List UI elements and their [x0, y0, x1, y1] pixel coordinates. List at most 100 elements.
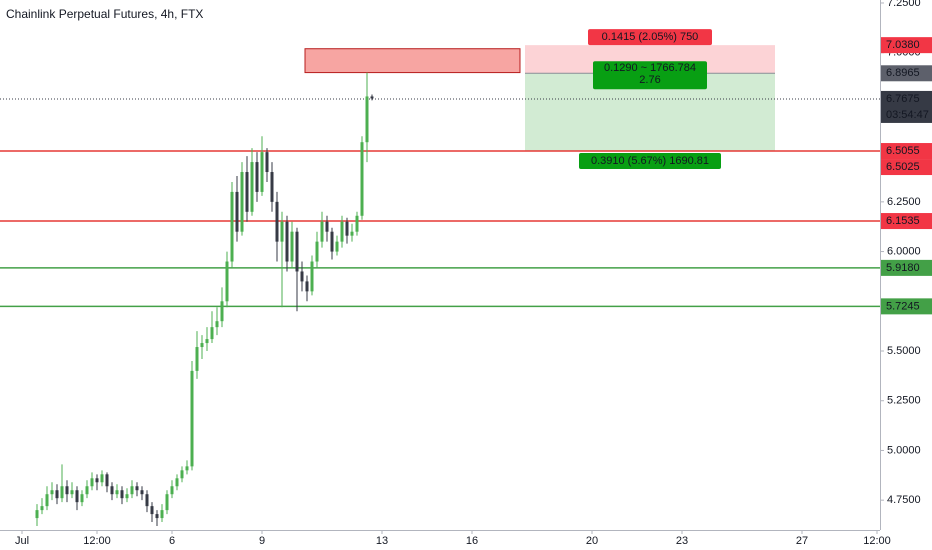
x-tick-label: 6: [169, 535, 175, 547]
candle-body: [155, 514, 159, 519]
candle-body: [80, 494, 84, 503]
candle-body: [280, 221, 284, 242]
candle-body: [260, 152, 264, 192]
price-label: 6.8965: [886, 67, 920, 79]
candle-body: [235, 191, 239, 232]
candle-body: [255, 162, 259, 192]
candle-body: [325, 221, 329, 232]
x-tick-label: 9: [259, 535, 265, 547]
candle-body: [180, 470, 184, 479]
candle-body: [45, 494, 49, 507]
price-label: 6.5025: [886, 161, 920, 173]
candle-body: [195, 347, 199, 371]
candle-body: [360, 142, 364, 216]
candle-body: [310, 261, 314, 292]
price-label-box: [881, 65, 932, 82]
candle-body: [305, 281, 309, 292]
candle-body: [135, 486, 139, 491]
candle-body: [295, 231, 299, 272]
candle-body: [200, 343, 204, 348]
price-label: 5.7245: [886, 300, 920, 312]
y-tick-label: 7.2500: [887, 0, 921, 9]
candle-body: [315, 241, 319, 262]
price-label: 6.5055: [886, 145, 920, 157]
y-tick-label: 6.2500: [887, 196, 921, 208]
candle-body: [225, 261, 229, 302]
candle-body: [320, 221, 324, 242]
rectangle-drawing: [304, 48, 521, 74]
candle-body: [110, 486, 114, 495]
x-tick-label: 20: [586, 535, 598, 547]
x-tick-label: 27: [796, 535, 808, 547]
price-label-box: [881, 37, 932, 54]
candle-body: [140, 490, 144, 495]
candle-body: [285, 221, 289, 262]
x-tick-label: 13: [376, 535, 388, 547]
candle-body: [290, 231, 294, 262]
candle-body: [240, 172, 244, 232]
price-label-box: [881, 90, 932, 123]
chart-title: Chainlink Perpetual Futures, 4h, FTX: [6, 7, 203, 21]
candle-body: [270, 172, 274, 202]
x-tick-label: 12:00: [863, 535, 891, 547]
target-label-box: [579, 153, 721, 170]
candle-body: [370, 96, 374, 99]
candle-body: [160, 510, 164, 519]
y-tick-label: 4.7500: [887, 494, 921, 506]
candle-body: [65, 486, 69, 495]
y-tick-label: 5.0000: [887, 444, 921, 456]
candle-body: [75, 490, 79, 503]
price-label-box: [881, 159, 932, 176]
countdown-label: 03:54:47: [886, 109, 929, 121]
candle-body: [40, 506, 44, 511]
candle-body: [230, 191, 234, 262]
candle-body: [175, 478, 179, 487]
y-tick-label: 5.2500: [887, 395, 921, 407]
price-label: 6.7675: [886, 93, 920, 105]
target-label: 0.3910 (5.67%) 1690.81: [591, 155, 709, 167]
candle-body: [60, 486, 64, 499]
candle-body: [130, 486, 134, 495]
price-label: 5.9180: [886, 262, 920, 274]
candle-body: [70, 490, 74, 495]
candle-body: [125, 494, 129, 499]
candle-body: [185, 466, 189, 471]
price-label-box: [881, 298, 932, 315]
y-tick-label: 6.0000: [887, 245, 921, 257]
candle-body: [120, 490, 124, 499]
candle-body: [145, 494, 149, 507]
y-tick-label: 5.5000: [887, 345, 921, 357]
candle-body: [95, 478, 99, 483]
candle-body: [100, 474, 104, 483]
candle-body: [115, 490, 119, 495]
x-tick-label: 23: [676, 535, 688, 547]
candle-body: [105, 474, 109, 487]
candle-body: [265, 152, 269, 173]
price-label-box: [881, 143, 932, 160]
candle-body: [35, 510, 39, 519]
price-label: 7.0380: [886, 39, 920, 51]
candle-body: [90, 478, 94, 487]
candle-body: [345, 221, 349, 236]
candle-body: [340, 221, 344, 242]
price-label: 6.1535: [886, 215, 920, 227]
candle-body: [215, 321, 219, 328]
stop-label-box: [588, 29, 712, 46]
candle-body: [205, 339, 209, 344]
candle-body: [220, 301, 224, 322]
price-label-box: [881, 259, 932, 276]
price-label-box: [881, 213, 932, 230]
candle-body: [250, 162, 254, 212]
candle-body: [365, 96, 369, 143]
candle-body: [190, 370, 194, 467]
candle-body: [355, 215, 359, 232]
candle-body: [300, 271, 304, 282]
entry-label-box: [593, 61, 707, 90]
candle-body: [170, 486, 174, 495]
candle-body: [275, 201, 279, 242]
candle-body: [330, 231, 334, 252]
candle-body: [350, 231, 354, 236]
